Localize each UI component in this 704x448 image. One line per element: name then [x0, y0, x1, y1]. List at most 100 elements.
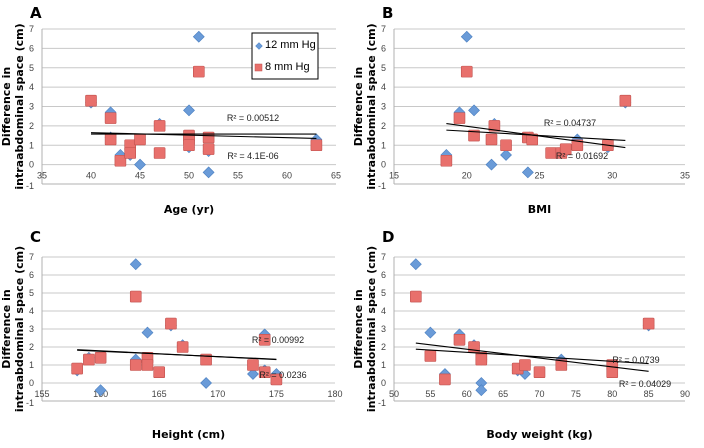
y-tick-label: 5 [29, 63, 34, 73]
x-axis-title: Age (yr) [164, 203, 214, 216]
y-tick-label: 3 [29, 324, 34, 334]
y-tick-label: 5 [381, 288, 386, 298]
panel-letter: C [30, 228, 41, 246]
y-tick-label: 1 [29, 140, 34, 150]
y-axis-title-line: intraabdominal space (cm) [13, 246, 26, 412]
data-point-square [104, 112, 117, 124]
x-tick-label: 165 [152, 389, 167, 399]
x-axis-title: BMI [528, 203, 551, 216]
y-axis-title-line: Difference in [0, 289, 13, 368]
data-point-square [153, 147, 166, 159]
x-axis-title: Height (cm) [152, 428, 225, 441]
trendline [415, 348, 649, 365]
y-tick-label: -1 [26, 181, 34, 191]
data-point-square [153, 120, 166, 132]
x-tick-label: 80 [607, 389, 617, 399]
y-tick-label: -1 [26, 398, 34, 408]
data-point-square [475, 353, 488, 366]
x-tick-label: 75 [571, 389, 581, 399]
data-point-square [440, 154, 453, 167]
x-axis-title: Body weight (kg) [486, 428, 592, 441]
x-tick-label: 25 [534, 171, 544, 181]
x-tick-label: 15 [389, 171, 399, 181]
y-tick-label: 2 [29, 342, 34, 352]
data-point-square [519, 359, 531, 371]
x-tick-label: 20 [462, 171, 472, 181]
data-point-square [533, 366, 546, 379]
y-tick-label: 7 [29, 252, 34, 262]
data-point-diamond [192, 30, 205, 43]
trendline [415, 342, 649, 372]
x-tick-label: 175 [269, 389, 284, 399]
y-tick-label: 6 [381, 43, 386, 53]
data-point-square [424, 350, 437, 362]
r-squared-label: R² = 0.04737 [544, 118, 596, 128]
y-tick-label: 2 [381, 342, 386, 352]
data-point-diamond [460, 30, 473, 43]
data-point-square [193, 65, 205, 78]
data-point-square [468, 129, 480, 142]
y-axis-title-line: intraabdominal space (cm) [13, 23, 26, 189]
y-axis-title-line: Difference in [0, 67, 13, 146]
data-point-diamond [141, 326, 154, 339]
x-tick-label: 50 [184, 171, 194, 181]
x-tick-label: 180 [327, 389, 342, 399]
series-8-mm-hg [410, 290, 655, 386]
data-point-square [488, 120, 501, 132]
y-tick-label: 0 [29, 160, 34, 170]
x-tick-label: 155 [34, 389, 49, 399]
data-point-diamond [485, 158, 498, 171]
data-point-diamond [409, 258, 422, 271]
trendline [77, 349, 277, 360]
data-point-square [129, 290, 142, 303]
panel-d: D -1 0 1 2 3 4 5 6 7 50 55 60 65 70 75 80 85 90 Difference … [352, 228, 690, 441]
series-12-mm-hg [71, 258, 283, 397]
x-tick-label: 65 [331, 171, 341, 181]
r-squared-label: R² = 0.01692 [556, 151, 608, 161]
x-tick-label: 45 [135, 171, 145, 181]
data-point-square [619, 94, 632, 107]
y-tick-label: 2 [381, 121, 386, 131]
series-8-mm-hg [71, 290, 283, 386]
y-tick-label: 5 [381, 63, 386, 73]
panel-letter: A [30, 4, 42, 22]
data-point-square [460, 65, 473, 78]
x-tick-label: 55 [425, 389, 435, 399]
legend-label: 8 mm Hg [265, 61, 310, 73]
data-point-square [134, 133, 146, 146]
y-tick-label: 0 [381, 378, 386, 388]
x-tick-label: 60 [282, 171, 292, 181]
data-point-diamond [468, 104, 480, 117]
x-tick-label: 35 [37, 171, 47, 181]
data-point-square [104, 133, 117, 146]
data-point-square [559, 143, 572, 155]
r-squared-label: R² = 0.04029 [619, 379, 671, 389]
data-point-diamond [200, 377, 213, 389]
data-point-diamond [202, 166, 215, 179]
y-axis-title-line: Difference in [352, 67, 365, 146]
data-point-square [129, 359, 142, 371]
data-point-square [258, 366, 271, 379]
data-point-square [310, 139, 323, 152]
data-point-diamond [247, 368, 259, 380]
x-tick-label: 85 [644, 389, 654, 399]
data-point-square [200, 353, 212, 366]
y-tick-label: 1 [381, 140, 386, 150]
y-tick-label: 4 [381, 306, 386, 316]
data-point-square [202, 131, 215, 144]
y-tick-label: 3 [381, 324, 386, 334]
data-point-square [526, 133, 539, 146]
data-point-square [500, 139, 512, 152]
panel-b: B -1 0 1 2 3 4 5 6 7 15 20 25 30 35 Difference inintraa… [352, 4, 690, 216]
x-tick-label: 35 [680, 171, 690, 181]
y-tick-label: 3 [381, 102, 386, 112]
y-tick-label: -1 [378, 398, 386, 408]
data-point-square [141, 359, 154, 371]
x-tick-label: 60 [462, 389, 472, 399]
y-tick-label: 4 [29, 306, 34, 316]
data-point-square [453, 333, 466, 346]
data-point-square [247, 359, 259, 371]
data-point-square [83, 353, 95, 366]
y-tick-label: 0 [381, 160, 386, 170]
x-tick-label: 70 [534, 389, 544, 399]
